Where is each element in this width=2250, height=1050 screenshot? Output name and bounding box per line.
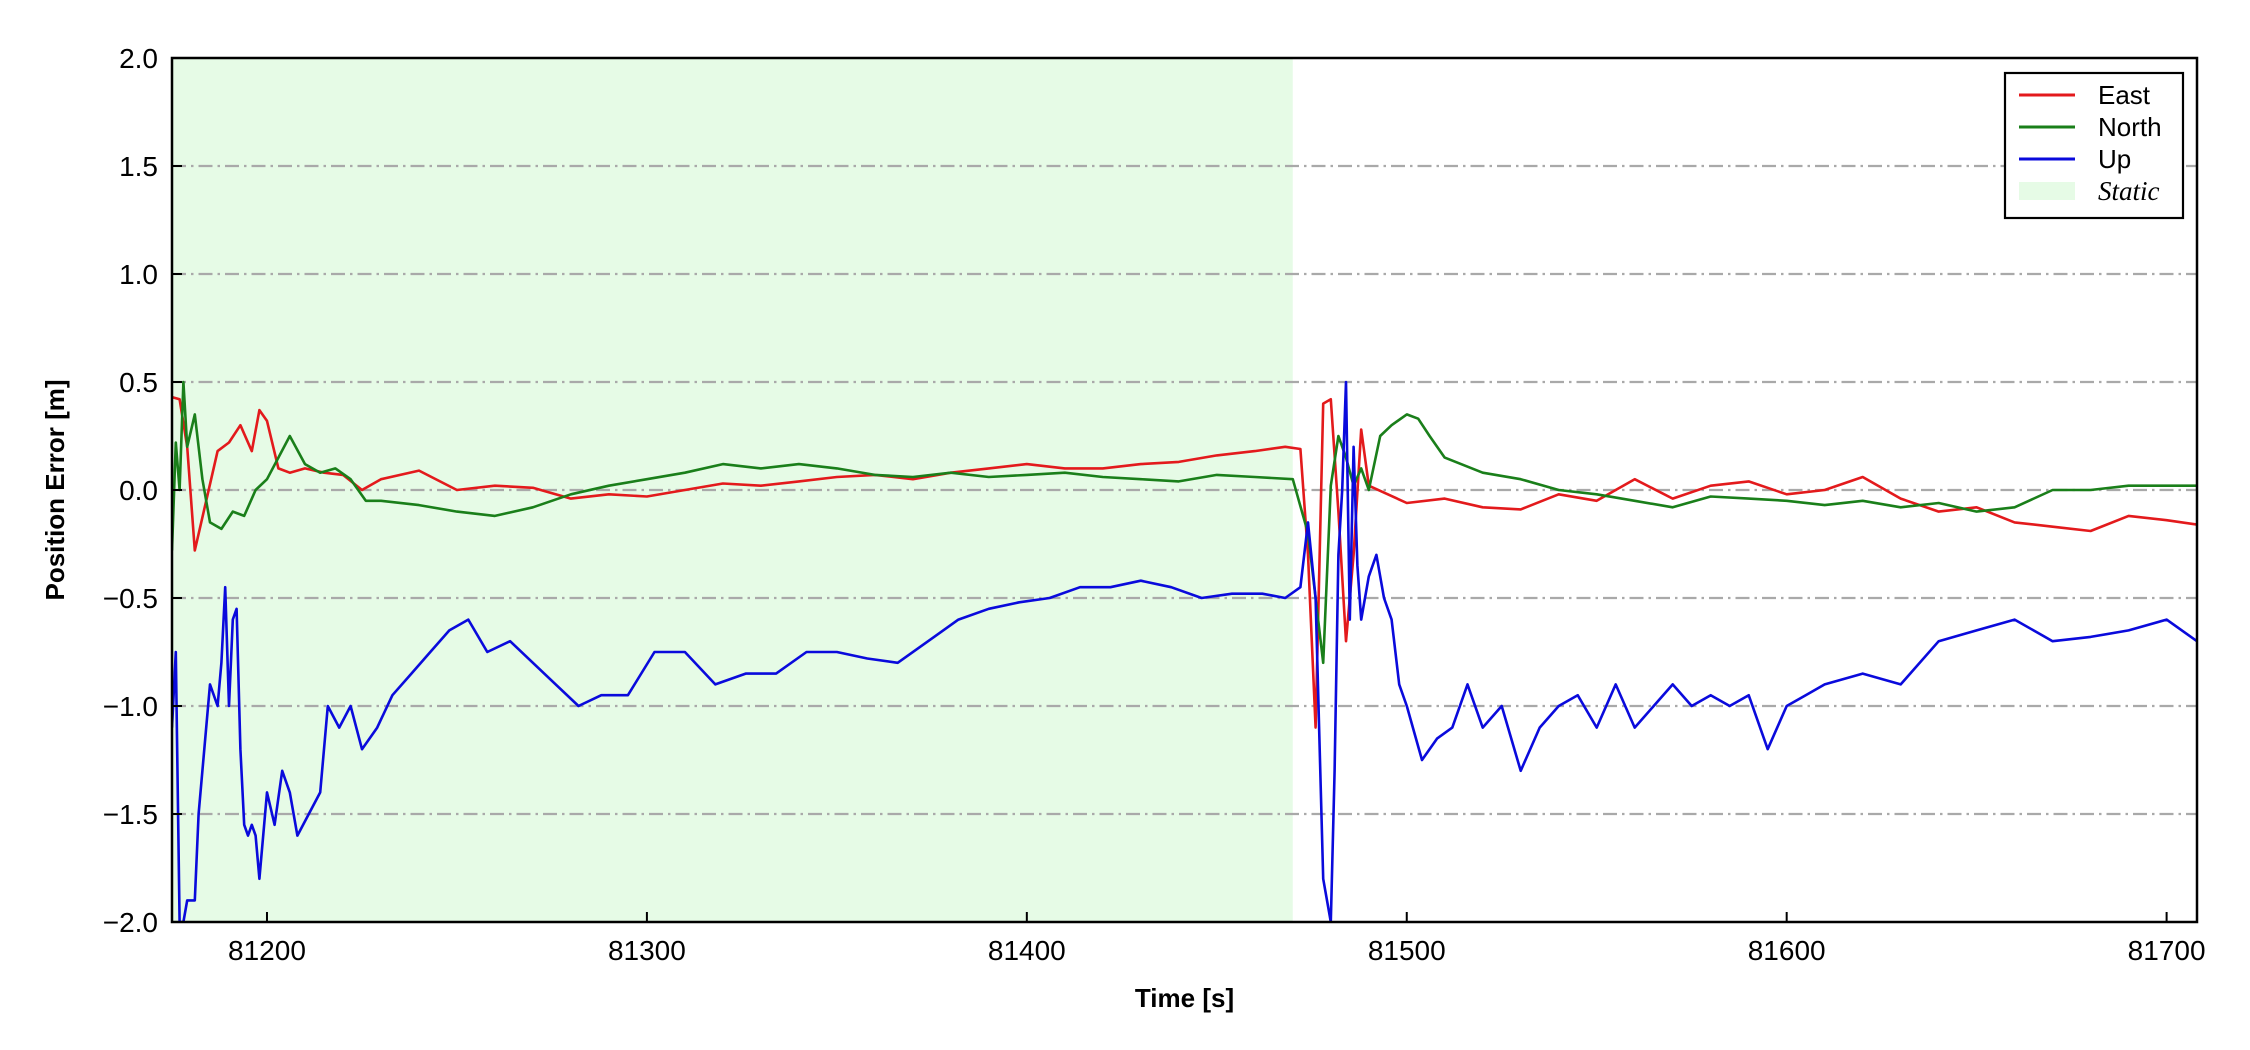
legend-swatch-static xyxy=(2019,182,2075,200)
x-tick-label: 81300 xyxy=(608,935,686,966)
y-tick-label: −1.5 xyxy=(103,799,158,830)
x-axis-label: Time [s] xyxy=(1135,983,1234,1013)
x-tick-label: 81700 xyxy=(2128,935,2206,966)
series-layer xyxy=(172,380,2197,922)
y-tick-label: 1.5 xyxy=(119,151,158,182)
legend-label-north: North xyxy=(2098,112,2162,142)
y-tick-label: 0.5 xyxy=(119,367,158,398)
tick-layer: 81200 81300 81400 81500 81600 81700 −2.0 −1.5 −1… xyxy=(103,43,2206,966)
legend-label-static: Static xyxy=(2098,176,2160,206)
x-tick-label: 81400 xyxy=(988,935,1066,966)
series-line-east xyxy=(172,395,2197,729)
x-tick-label: 81600 xyxy=(1748,935,1826,966)
legend-label-east: East xyxy=(2098,80,2151,110)
series-line-up xyxy=(172,380,2197,922)
y-tick-label: −0.5 xyxy=(103,583,158,614)
legend-label-up: Up xyxy=(2098,144,2131,174)
y-tick-label: 1.0 xyxy=(119,259,158,290)
y-tick-label: −2.0 xyxy=(103,907,158,938)
grid-layer xyxy=(172,164,2197,816)
y-tick-label: 0.0 xyxy=(119,475,158,506)
y-tick-label: −1.0 xyxy=(103,691,158,722)
x-tick-label: 81200 xyxy=(228,935,306,966)
y-axis-label: Position Error [m] xyxy=(40,379,70,600)
y-tick-label: 2.0 xyxy=(119,43,158,74)
series-line-north xyxy=(172,380,2197,665)
x-tick-label: 81500 xyxy=(1368,935,1446,966)
